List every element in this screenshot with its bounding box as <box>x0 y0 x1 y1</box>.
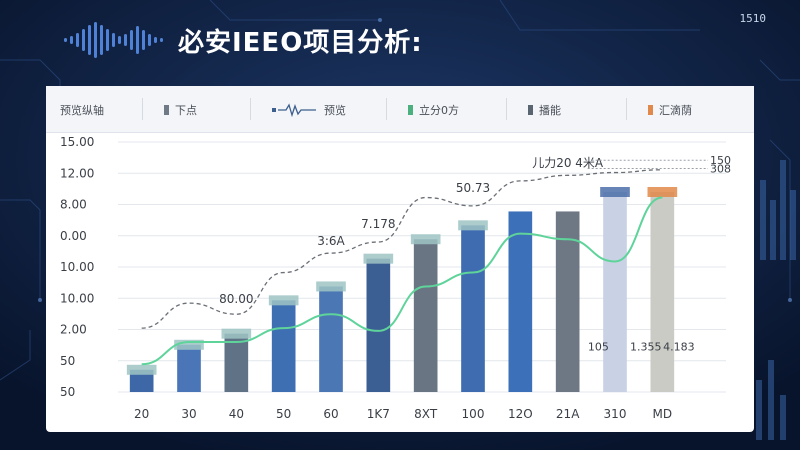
bar <box>319 286 343 392</box>
y-tick-label: 10.00 <box>60 260 94 274</box>
bar <box>129 369 154 392</box>
legend-divider <box>250 98 251 120</box>
y-tick-label: 50 <box>60 354 75 368</box>
legend-label: 播能 <box>539 104 561 117</box>
bar <box>555 211 580 392</box>
legend-item-4[interactable]: 播能 <box>528 102 561 118</box>
y-tick-label: 15.00 <box>60 135 94 149</box>
x-tick-label: 100 <box>462 407 485 421</box>
legend-divider <box>626 98 627 120</box>
series-line <box>141 196 663 366</box>
bar-cap <box>221 328 252 339</box>
bar-cap <box>174 339 204 350</box>
bar-cap <box>458 220 488 231</box>
legend-divider <box>386 98 387 120</box>
x-tick-label: 12O <box>508 407 533 421</box>
chart-legend: 预览纵轴 下点 预览 立分0方 播能 汇滴荫 <box>46 86 754 133</box>
bar-cap <box>316 281 346 292</box>
bar-icon <box>164 105 169 115</box>
legend-item-0[interactable]: 预览纵轴 <box>60 102 104 118</box>
y-tick-label: 12.00 <box>60 166 94 180</box>
legend-label: 预览纵轴 <box>60 104 104 117</box>
legend-item-1[interactable]: 下点 <box>164 102 197 118</box>
legend-item-3[interactable]: 立分0方 <box>408 102 459 118</box>
bar-cap <box>410 234 441 245</box>
bar-icon <box>528 105 533 115</box>
annotation-label: 4.183 <box>663 340 695 353</box>
bar-cap <box>647 187 678 197</box>
legend-item-2[interactable]: 预览 <box>272 102 346 118</box>
bar-cap <box>126 364 157 375</box>
annotation-label: 1.355 <box>630 340 662 353</box>
corner-number: 1510 <box>739 12 767 25</box>
y-tick-label: 50 <box>60 385 75 399</box>
legend-divider <box>142 98 143 120</box>
y-tick-label: 0.00 <box>60 229 87 243</box>
annotation-label: 7.178 <box>361 217 395 231</box>
annotation-label: 50.73 <box>456 181 490 195</box>
x-tick-label: 30 <box>181 407 196 421</box>
bar <box>271 300 296 392</box>
bar <box>603 192 627 392</box>
bar <box>413 239 438 392</box>
annotation-label: 105 <box>588 340 609 353</box>
annotation-label: 150 <box>710 154 731 167</box>
x-tick-label: 60 <box>323 407 338 421</box>
x-tick-label: 50 <box>276 407 291 421</box>
y-tick-label: 8.00 <box>60 198 87 212</box>
bar-chart: 15.00 12.00 8.00 0.00 10.00 10.00 2.00 50 50 20 30… <box>60 135 731 421</box>
bar <box>508 211 533 392</box>
annotation-label: 80.00 <box>219 292 253 306</box>
bar <box>224 333 249 392</box>
annotation-label: 3:6A <box>317 234 345 248</box>
bar-cap <box>363 253 394 264</box>
bar <box>461 225 485 392</box>
x-tick-label: 21A <box>556 407 580 421</box>
bar-icon <box>648 105 653 115</box>
page-title: 必安IEEO项目分析: <box>178 28 423 58</box>
bar-cap <box>268 295 299 306</box>
annotation-label: 儿力20 4米A <box>532 156 604 170</box>
bar <box>177 344 201 392</box>
bar <box>650 192 675 392</box>
series-line <box>141 169 663 329</box>
legend-item-5[interactable]: 汇滴荫 <box>648 102 692 118</box>
x-tick-label: 8XT <box>414 407 438 421</box>
x-tick-label: 20 <box>134 407 149 421</box>
x-tick-label: 1K7 <box>367 407 390 421</box>
bar-icon <box>408 105 413 115</box>
x-tick-label: 310 <box>604 407 627 421</box>
legend-label: 下点 <box>175 104 197 117</box>
legend-label: 立分0方 <box>419 104 459 117</box>
legend-label: 预览 <box>324 104 346 117</box>
bar <box>366 258 391 392</box>
chart-card: 预览纵轴 下点 预览 立分0方 播能 汇滴荫 1 <box>46 86 754 432</box>
y-tick-label: 2.00 <box>60 323 87 337</box>
waveform-logo-icon <box>64 22 163 58</box>
y-tick-label: 10.00 <box>60 291 94 305</box>
bar-cap <box>600 187 630 197</box>
annotation-label: 308 <box>710 163 731 176</box>
legend-divider <box>506 98 507 120</box>
legend-label: 汇滴荫 <box>659 104 692 117</box>
x-tick-label: MD <box>653 407 673 421</box>
wave-icon <box>272 103 316 117</box>
x-tick-label: 40 <box>229 407 244 421</box>
